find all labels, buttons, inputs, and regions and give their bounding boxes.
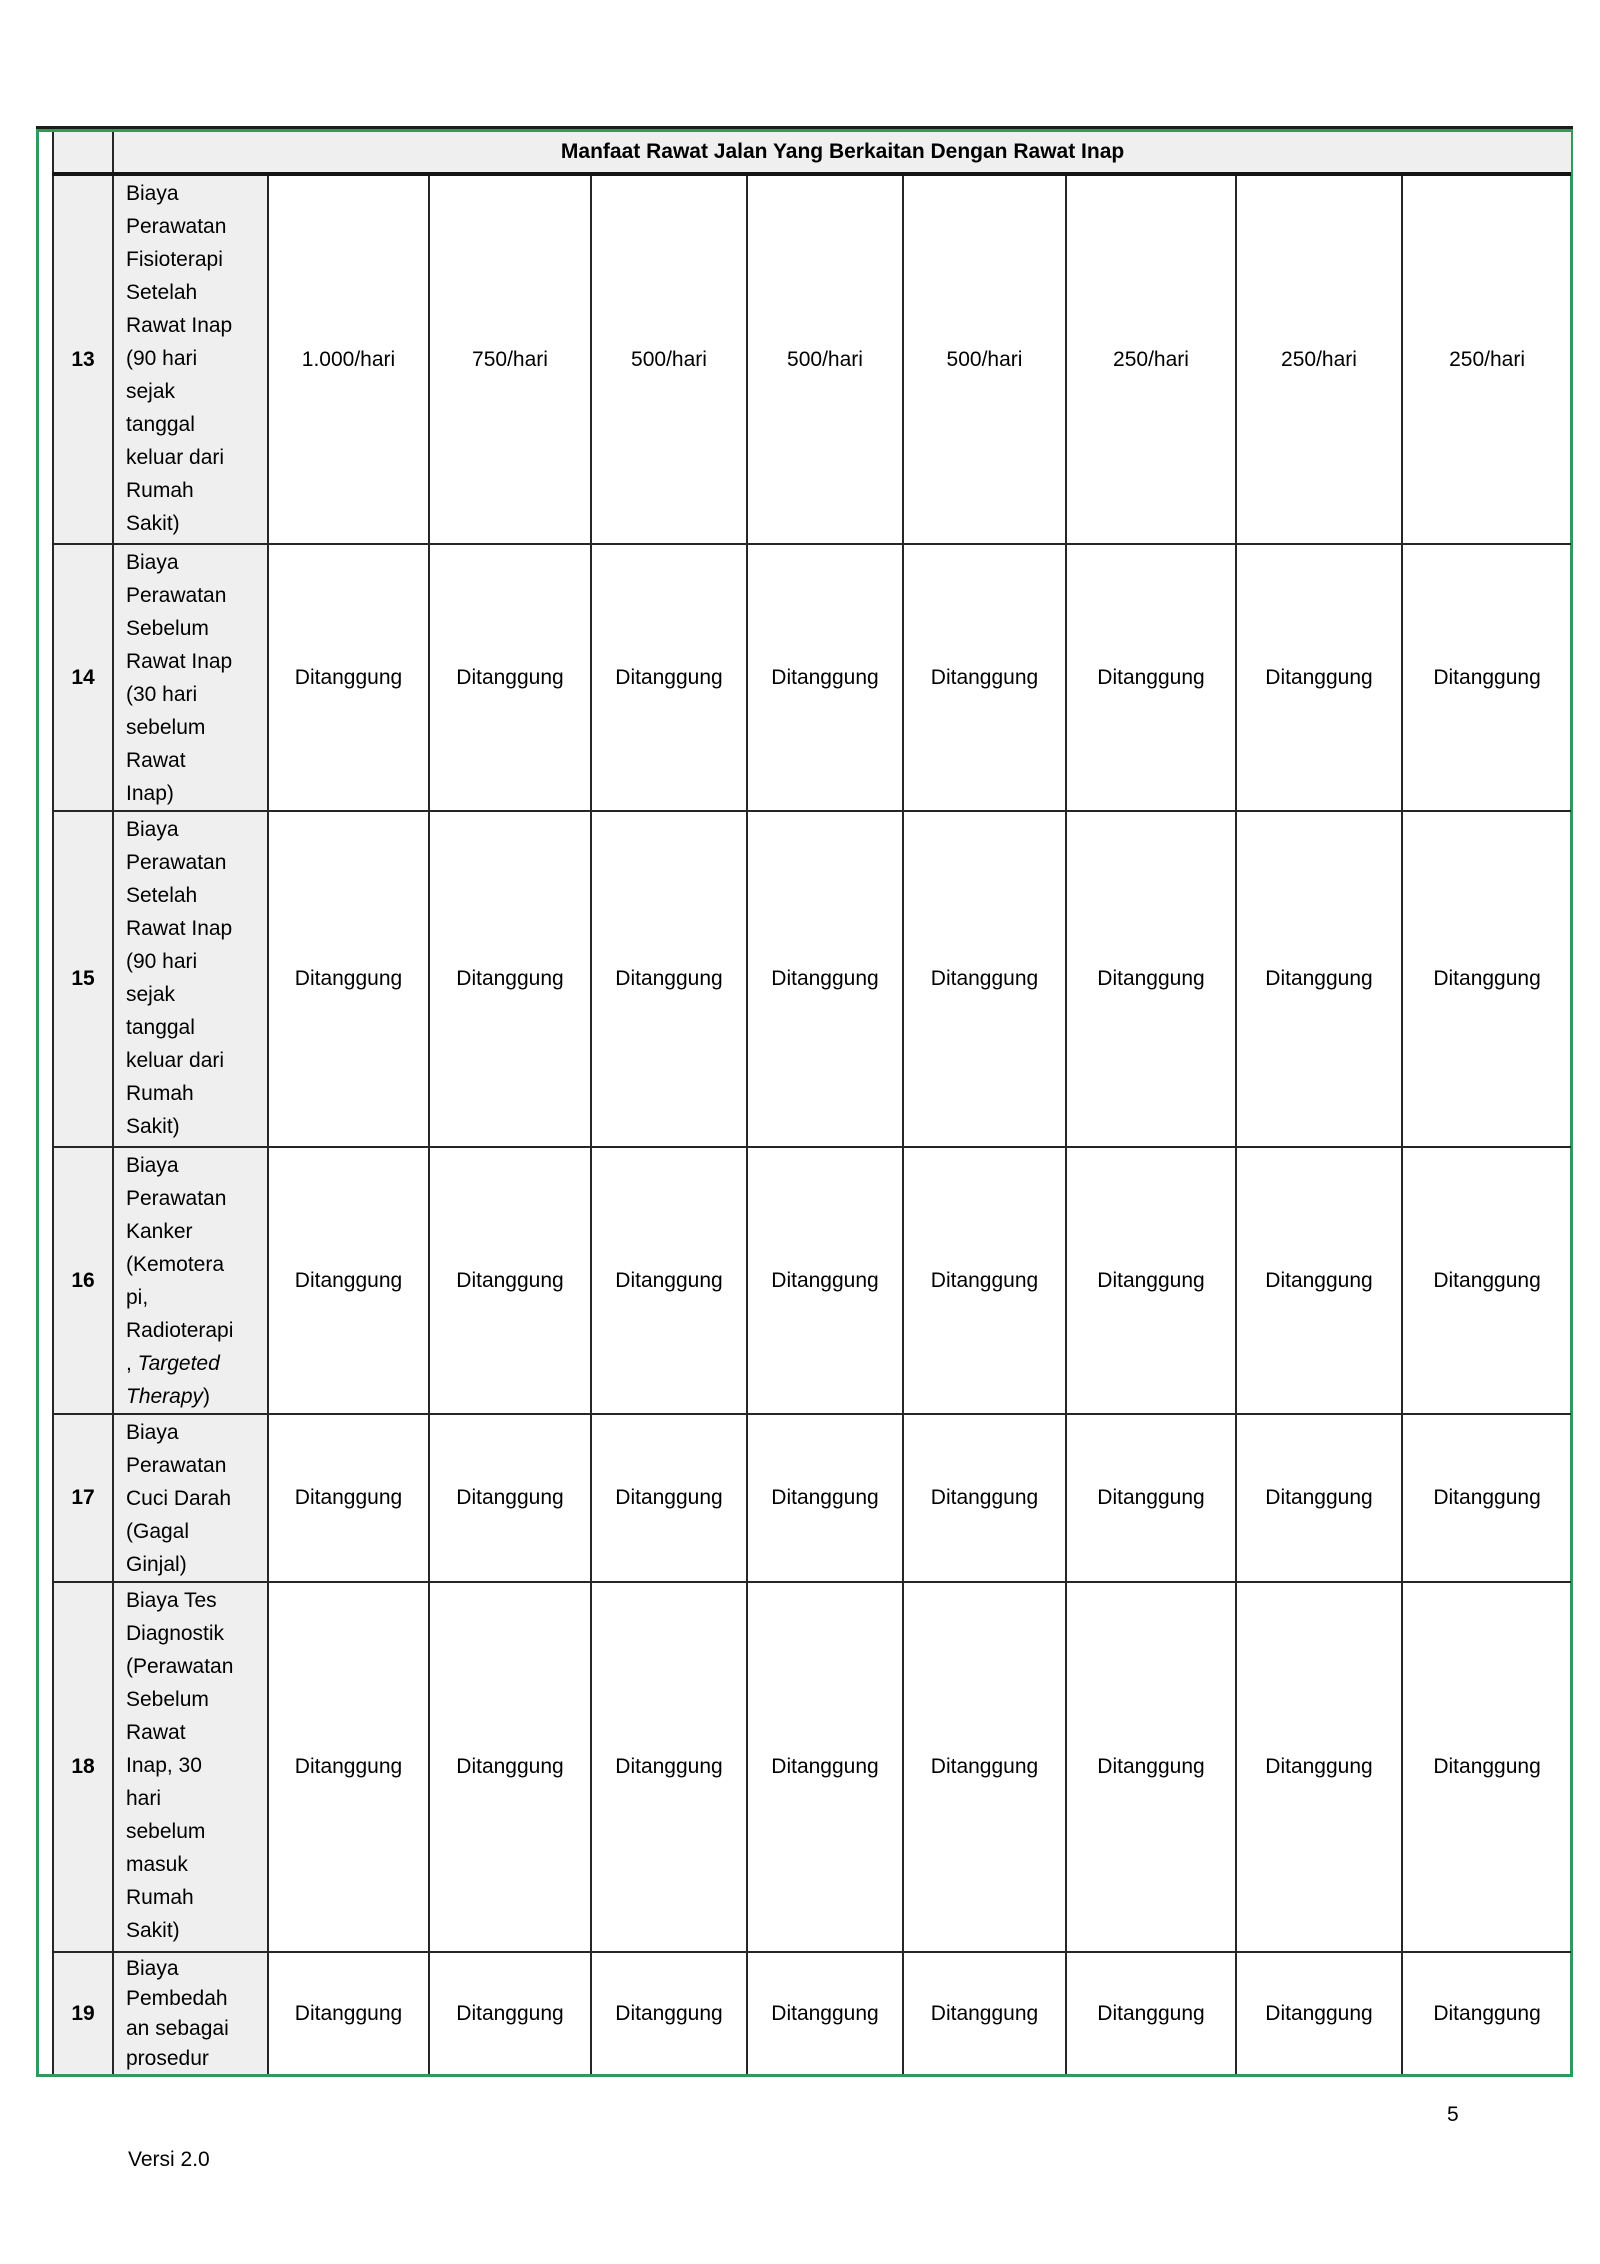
benefit-value-cell: Ditanggung [1065, 1581, 1237, 1953]
benefit-value-cell: Ditanggung [902, 810, 1067, 1148]
benefit-value-cell: Ditanggung [1065, 1951, 1237, 2074]
benefit-value-cell: Ditanggung [590, 1413, 748, 1583]
benefit-value-cell: Ditanggung [428, 1951, 592, 2074]
benefit-value-cell: Ditanggung [1235, 1413, 1403, 1583]
benefit-value-cell: Ditanggung [1235, 1951, 1403, 2074]
benefit-description-cell: Biaya Perawatan Setelah Rawat Inap (90 h… [112, 810, 269, 1148]
benefit-value-cell: Ditanggung [746, 1951, 904, 2074]
benefit-value-cell: Ditanggung [1400, 1581, 1572, 1953]
row-number-cell: 15 [52, 810, 114, 1148]
row-number-cell: 16 [52, 1146, 114, 1415]
benefit-value-cell: Ditanggung [1235, 1146, 1403, 1415]
benefit-value-cell: 750/hari [428, 173, 592, 545]
benefit-description-cell: Biaya Perawatan Sebelum Rawat Inap (30 h… [112, 543, 269, 812]
benefit-value-cell: Ditanggung [1400, 1413, 1572, 1583]
table-row-17: 17 Biaya Perawatan Cuci Darah (Gagal Gin… [52, 1413, 1572, 1583]
table-green-border: Manfaat Rawat Jalan Yang Berkaitan Denga… [36, 129, 1573, 2077]
benefit-description-text: Biaya Perawatan Kanker (Kemotera pi, Rad… [126, 1154, 234, 1375]
benefit-value-cell: Ditanggung [590, 1581, 748, 1953]
benefit-value-cell: 250/hari [1065, 173, 1237, 545]
benefit-value-cell: Ditanggung [746, 810, 904, 1148]
version-label: Versi 2.0 [128, 2148, 210, 2171]
benefit-description-cell: Biaya Perawatan Cuci Darah (Gagal Ginjal… [112, 1413, 269, 1583]
row-number-cell: 17 [52, 1413, 114, 1583]
benefit-description-cell: Biaya Perawatan Kanker (Kemotera pi, Rad… [112, 1146, 269, 1415]
benefit-value-cell: Ditanggung [267, 810, 430, 1148]
row-number-cell: 14 [52, 543, 114, 812]
benefit-value-cell: Ditanggung [746, 1581, 904, 1953]
table-row-13: 13 Biaya Perawatan Fisioterapi Setelah R… [52, 173, 1572, 545]
benefit-value-cell: 250/hari [1400, 173, 1572, 545]
benefit-value-cell: Ditanggung [746, 543, 904, 812]
benefits-table-frame: Manfaat Rawat Jalan Yang Berkaitan Denga… [36, 126, 1573, 2077]
benefit-value-cell: Ditanggung [267, 1581, 430, 1953]
benefit-value-cell: Ditanggung [902, 1146, 1067, 1415]
benefit-value-cell: Ditanggung [428, 1146, 592, 1415]
table-title: Manfaat Rawat Jalan Yang Berkaitan Denga… [111, 132, 1572, 176]
table-top-rule [36, 126, 1573, 129]
benefit-value-cell: 500/hari [590, 173, 748, 545]
benefit-value-cell: Ditanggung [1235, 543, 1403, 812]
benefit-value-cell: 500/hari [902, 173, 1067, 545]
benefit-value-cell: Ditanggung [902, 1413, 1067, 1583]
benefit-description-text: Biaya Perawatan Cuci Darah (Gagal Ginjal… [126, 1421, 232, 1576]
table-row-18: 18 Biaya Tes Diagnostik (Perawatan Sebel… [52, 1581, 1572, 1953]
page-number: 5 [1447, 2103, 1459, 2126]
benefit-value-cell: Ditanggung [590, 810, 748, 1148]
benefit-description-text: Biaya Tes Diagnostik (Perawatan Sebelum … [126, 1589, 234, 1942]
benefit-value-cell: Ditanggung [1400, 1146, 1572, 1415]
benefit-value-cell: Ditanggung [1235, 1581, 1403, 1953]
row-number-cell: 19 [52, 1951, 114, 2074]
table-row-15: 15 Biaya Perawatan Setelah Rawat Inap (9… [52, 810, 1572, 1148]
benefit-value-cell: 250/hari [1235, 173, 1403, 545]
row-number-cell: 13 [52, 173, 114, 545]
benefit-value-cell: Ditanggung [902, 1951, 1067, 2074]
benefit-description-italic: Targeted Therapy [126, 1352, 220, 1408]
benefit-value-cell: Ditanggung [1400, 810, 1572, 1148]
benefit-value-cell: Ditanggung [1400, 543, 1572, 812]
benefit-value-cell: Ditanggung [1400, 1951, 1572, 2074]
benefit-value-cell: Ditanggung [902, 543, 1067, 812]
benefit-value-cell: Ditanggung [590, 543, 748, 812]
row-number-cell: 18 [52, 1581, 114, 1953]
benefit-value-cell: Ditanggung [746, 1413, 904, 1583]
benefit-value-cell: Ditanggung [428, 543, 592, 812]
benefit-description-text: Biaya Pembedah an sebagai prosedur [126, 1957, 229, 2070]
benefit-value-cell: Ditanggung [267, 1146, 430, 1415]
benefits-table: Manfaat Rawat Jalan Yang Berkaitan Denga… [52, 132, 1572, 2074]
benefit-value-cell: Ditanggung [1065, 1146, 1237, 1415]
benefit-value-cell: Ditanggung [1065, 543, 1237, 812]
benefit-value-cell: Ditanggung [267, 1413, 430, 1583]
benefit-value-cell: 500/hari [746, 173, 904, 545]
benefit-value-cell: Ditanggung [746, 1146, 904, 1415]
benefit-description-text: Biaya Perawatan Fisioterapi Setelah Rawa… [126, 182, 233, 535]
benefit-description-tail: ) [203, 1385, 211, 1408]
benefit-value-cell: Ditanggung [590, 1951, 748, 2074]
benefit-description-text: Biaya Perawatan Setelah Rawat Inap (90 h… [126, 818, 233, 1138]
benefit-value-cell: Ditanggung [1065, 1413, 1237, 1583]
benefit-description-cell: Biaya Perawatan Fisioterapi Setelah Rawa… [112, 173, 269, 545]
table-row-16: 16 Biaya Perawatan Kanker (Kemotera pi, … [52, 1146, 1572, 1415]
benefit-value-cell: Ditanggung [902, 1581, 1067, 1953]
benefit-value-cell: Ditanggung [1235, 810, 1403, 1148]
benefit-value-cell: Ditanggung [428, 1413, 592, 1583]
table-row-19: 19 Biaya Pembedah an sebagai prosedur Di… [52, 1951, 1572, 2074]
benefit-value-cell: Ditanggung [1065, 810, 1237, 1148]
benefit-value-cell: Ditanggung [267, 543, 430, 812]
benefit-description-cell: Biaya Tes Diagnostik (Perawatan Sebelum … [112, 1581, 269, 1953]
benefit-value-cell: Ditanggung [267, 1951, 430, 2074]
table-row-14: 14 Biaya Perawatan Sebelum Rawat Inap (3… [52, 543, 1572, 812]
benefit-value-cell: Ditanggung [428, 1581, 592, 1953]
benefit-value-cell: Ditanggung [428, 810, 592, 1148]
benefit-value-cell: 1.000/hari [267, 173, 430, 545]
benefit-description-text: Biaya Perawatan Sebelum Rawat Inap (30 h… [126, 551, 233, 805]
benefit-value-cell: Ditanggung [590, 1146, 748, 1415]
table-header-row: Manfaat Rawat Jalan Yang Berkaitan Denga… [52, 132, 1572, 176]
header-corner-cell [52, 132, 114, 176]
benefit-description-cell: Biaya Pembedah an sebagai prosedur [112, 1951, 269, 2074]
